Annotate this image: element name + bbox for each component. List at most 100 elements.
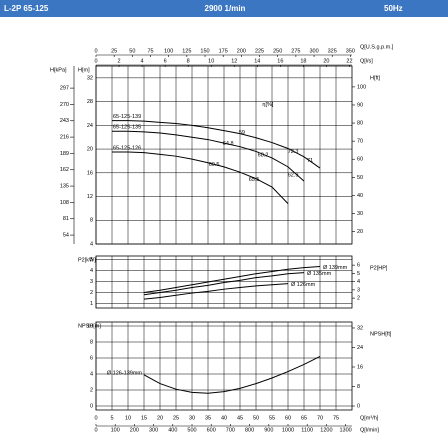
y-tick-label: 28	[87, 99, 93, 105]
curve	[143, 283, 289, 300]
y2-tick-label: 4	[357, 279, 360, 285]
top-tick-label: 100	[164, 48, 173, 54]
y2-tick-label: 8	[357, 384, 360, 390]
bottom-tick-label: 700	[226, 427, 235, 433]
curve-label: Ø 126mm	[291, 282, 316, 288]
y2-tick-label: 100	[357, 84, 366, 90]
x-tick-label: 50	[253, 415, 259, 421]
top-tick-label: 14	[254, 58, 260, 64]
top-tick-label: 12	[231, 58, 237, 64]
bottom-tick-label: 200	[130, 427, 139, 433]
y2-tick-label: 3	[357, 287, 360, 293]
curve	[112, 130, 305, 182]
top-tick-label: 25	[111, 48, 117, 54]
efficiency-value: 59	[239, 130, 245, 136]
bottom-tick-label: 600	[207, 427, 216, 433]
y2-axis-label: H[ft]	[370, 75, 381, 81]
top-tick-label: 75	[147, 48, 153, 54]
curve	[112, 120, 321, 169]
top-tick-label: 225	[255, 48, 264, 54]
y2-tick-label: 5	[357, 271, 360, 277]
top-tick-label: 16	[277, 58, 283, 64]
x-axis-label: Q[m³/h]	[360, 415, 379, 421]
bottom-tick-label: 800	[245, 427, 254, 433]
y2-tick-label: 40	[357, 193, 363, 199]
y2-tick-label: 16	[357, 364, 363, 370]
outer-tick-label: 54	[63, 233, 69, 239]
top-tick-label: 18	[300, 58, 306, 64]
top-axis-label: Q[U.S.g.p.m.]	[360, 44, 394, 50]
top-tick-label: 8	[187, 58, 190, 64]
outer-tick-label: 162	[60, 167, 69, 173]
outer-tick-label: 270	[60, 102, 69, 108]
bottom-tick-label: 400	[168, 427, 177, 433]
y-axis-label: H[m]	[78, 67, 90, 73]
y2-axis-label: NPSH[ft]	[370, 331, 392, 337]
y-axis-label: NPSH[m]	[78, 323, 101, 329]
curve-label: Ø 135mm	[307, 271, 332, 277]
frequency: 50Hz	[384, 4, 403, 13]
y2-tick-label: 90	[357, 102, 363, 108]
top-tick-label: 0	[94, 48, 97, 54]
curve-label: Ø 139mm	[323, 265, 348, 271]
top-tick-label: 275	[291, 48, 300, 54]
x-tick-label: 65	[301, 415, 307, 421]
y-tick-label: 8	[90, 339, 93, 345]
top-tick-label: 250	[273, 48, 282, 54]
x-tick-label: 55	[269, 415, 275, 421]
curve	[112, 151, 289, 204]
y-tick-label: 8	[90, 218, 93, 224]
x-tick-label: 75	[333, 415, 339, 421]
efficiency-value: 72.3	[288, 149, 299, 155]
curve-label: 65-125-139	[113, 114, 141, 120]
outer-axis-label: H[kPa]	[50, 67, 67, 73]
curve-label: Ø 126-139mm	[107, 370, 143, 376]
bottom-tick-label: 1100	[301, 427, 313, 433]
y-tick-label: 6	[90, 355, 93, 361]
y-tick-label: 24	[87, 123, 93, 129]
top-tick-label: 2	[118, 58, 121, 64]
bottom-tick-label: 1000	[282, 427, 294, 433]
bottom-tick-label: 1200	[320, 427, 332, 433]
efficiency-value: 65.5	[249, 177, 260, 183]
x-tick-label: 35	[205, 415, 211, 421]
y-tick-label: 12	[87, 194, 93, 200]
y-axis-label: P2[kW]	[78, 257, 96, 263]
efficiency-value: 62.9	[288, 173, 299, 179]
curve	[143, 355, 321, 394]
outer-tick-label: 297	[60, 86, 69, 92]
y-tick-label: 20	[87, 147, 93, 153]
y2-tick-label: 60	[357, 157, 363, 163]
y2-axis-label: P2[HP]	[370, 265, 388, 271]
outer-tick-label: 189	[60, 151, 69, 157]
y-tick-label: 10	[87, 323, 93, 329]
bottom-tick-label: 1300	[339, 427, 351, 433]
top-tick-label: 4	[141, 58, 144, 64]
top-tick-label: 6	[164, 58, 167, 64]
y-tick-label: 2	[90, 387, 93, 393]
y2-tick-label: 30	[357, 211, 363, 217]
y2-tick-label: 0	[357, 403, 360, 409]
top-tick-label: 350	[346, 48, 355, 54]
x-tick-label: 15	[141, 415, 147, 421]
bottom-tick-label: 300	[149, 427, 158, 433]
x-tick-label: 40	[221, 415, 227, 421]
outer-tick-label: 81	[63, 216, 69, 222]
top-tick-label: 22	[346, 58, 352, 64]
x-tick-label: 30	[189, 415, 195, 421]
outer-tick-label: 108	[60, 200, 69, 206]
y-tick-label: 3	[90, 279, 93, 285]
bottom-axis-label: Q[l/min]	[360, 427, 379, 433]
y-tick-label: 2	[90, 290, 93, 296]
efficiency-value: 64.8	[223, 141, 234, 147]
x-tick-label: 5	[110, 415, 113, 421]
y2-tick-label: 24	[357, 345, 363, 351]
y-tick-label: 0	[90, 403, 93, 409]
curve	[143, 266, 321, 294]
top-tick-label: 50	[129, 48, 135, 54]
y-tick-label: 5	[90, 257, 93, 263]
top-tick-label: 0	[94, 58, 97, 64]
y2-tick-label: 32	[357, 325, 363, 331]
y-tick-label: 16	[87, 170, 93, 176]
model: L-2P 65-125	[4, 4, 49, 13]
